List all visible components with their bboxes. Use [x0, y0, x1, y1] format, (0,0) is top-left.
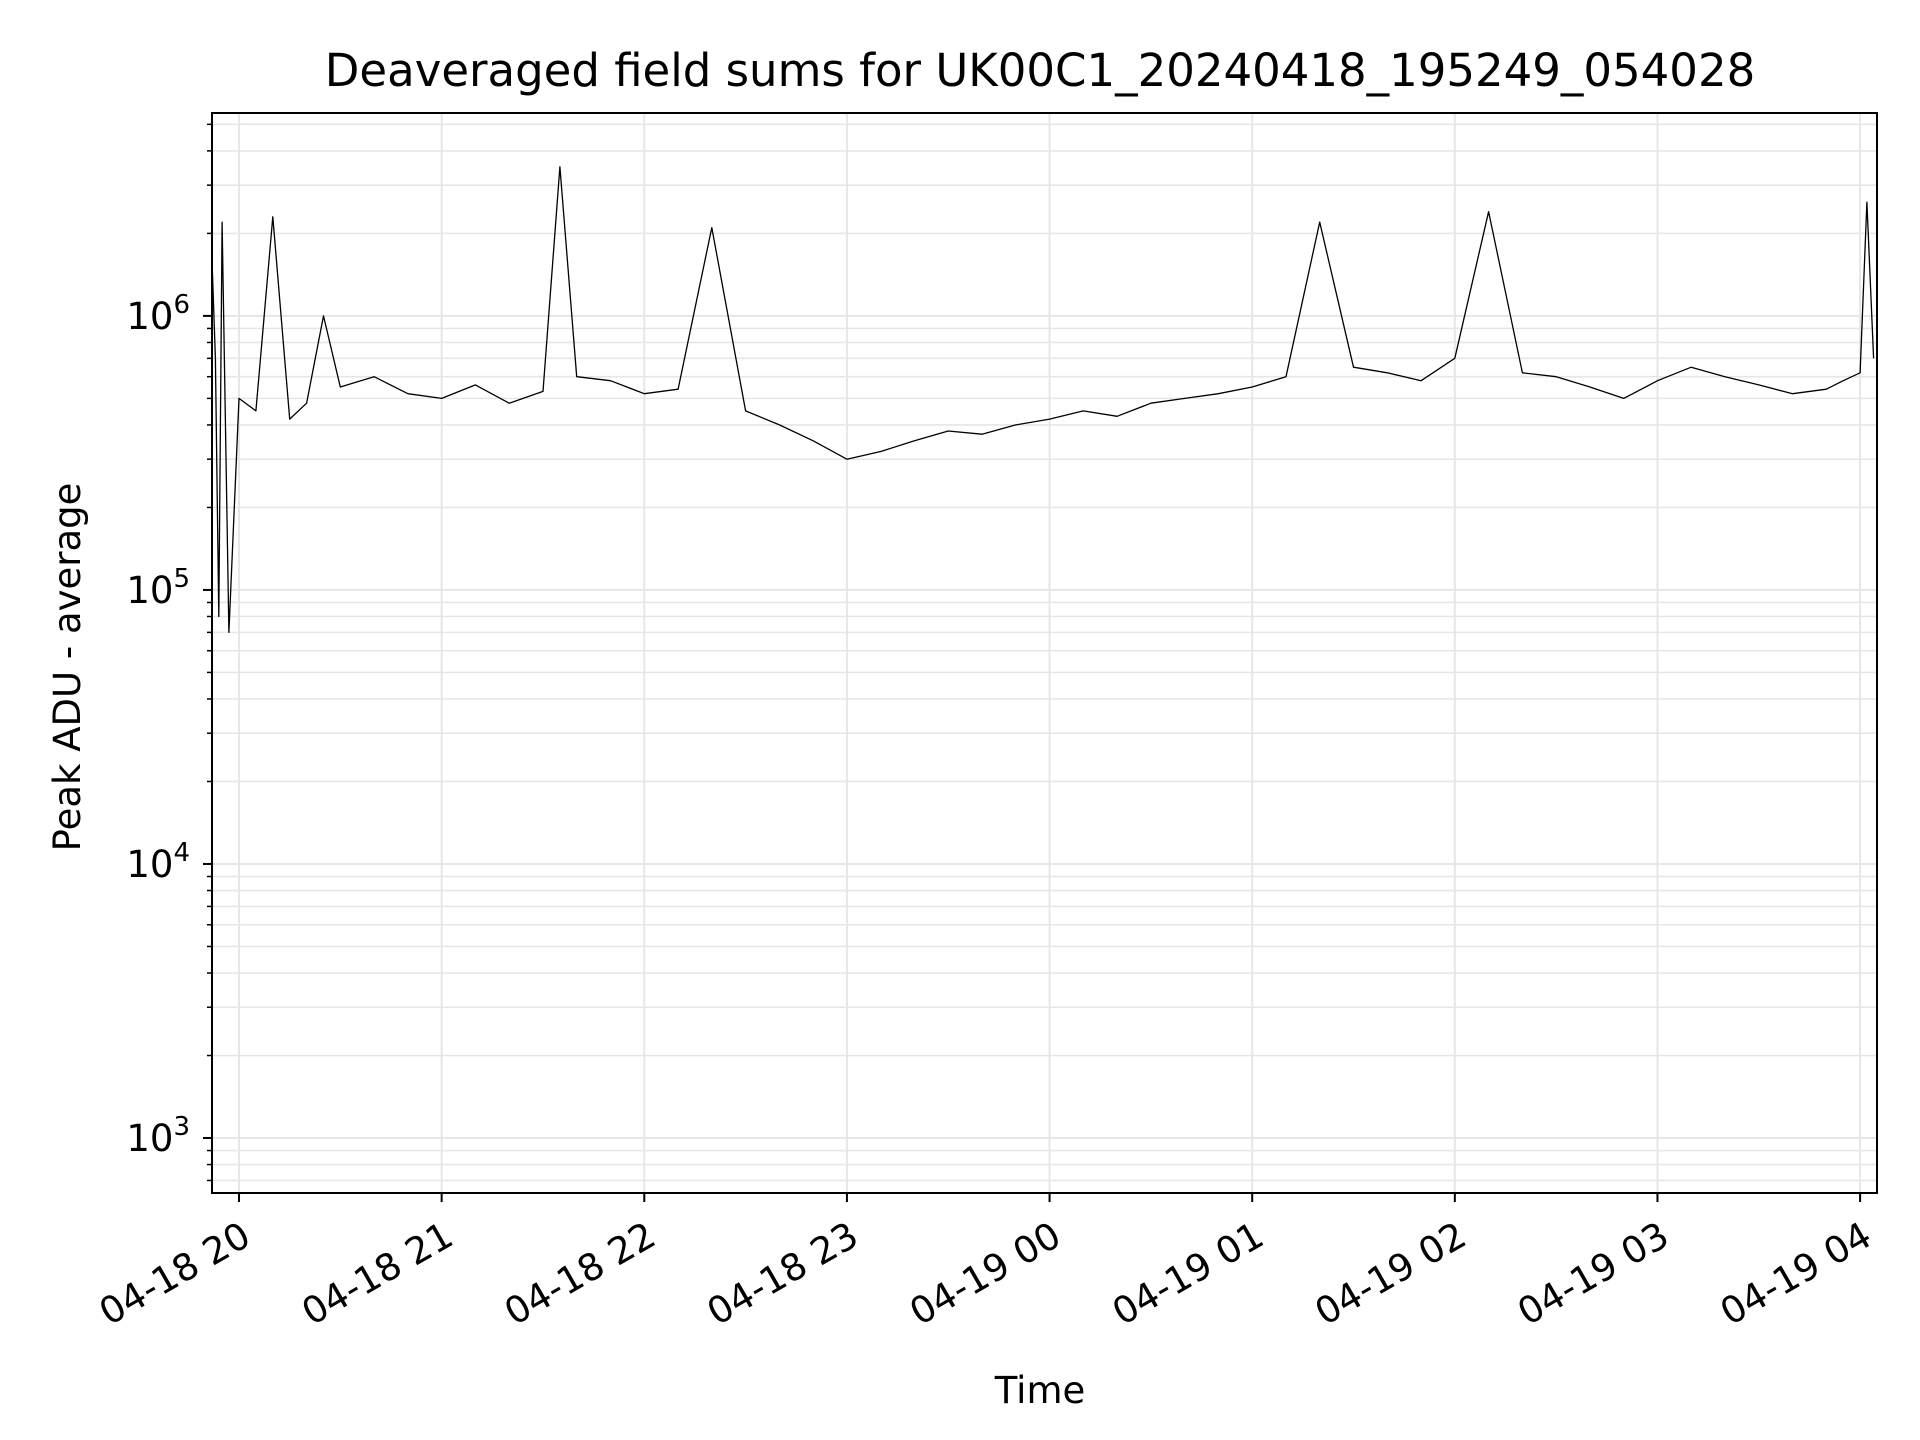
x-axis-label: Time — [994, 1369, 1086, 1412]
y-tick-exponent: 4 — [173, 838, 190, 868]
y-tick-base: 10 — [126, 843, 173, 886]
plot-area-frame — [211, 112, 1878, 1194]
y-tick-exponent: 6 — [173, 290, 190, 320]
y-tick-exponent: 5 — [173, 564, 190, 594]
y-tick-exponent: 3 — [173, 1112, 190, 1142]
y-tick-label: 106 — [126, 290, 190, 338]
data-layer — [211, 166, 1875, 634]
y-axis-label: Peak ADU - average — [46, 483, 89, 852]
y-tick-base: 10 — [126, 1117, 173, 1160]
y-tick-label: 104 — [126, 838, 190, 886]
data-series-line — [211, 166, 1875, 634]
chart-title: Deaveraged field sums for UK00C1_2024041… — [325, 44, 1755, 97]
y-tick-label: 105 — [126, 564, 190, 612]
grid-layer — [212, 113, 1877, 1193]
y-tick-base: 10 — [126, 569, 173, 612]
y-tick-base: 10 — [126, 295, 173, 338]
y-tick-label: 103 — [126, 1112, 190, 1160]
